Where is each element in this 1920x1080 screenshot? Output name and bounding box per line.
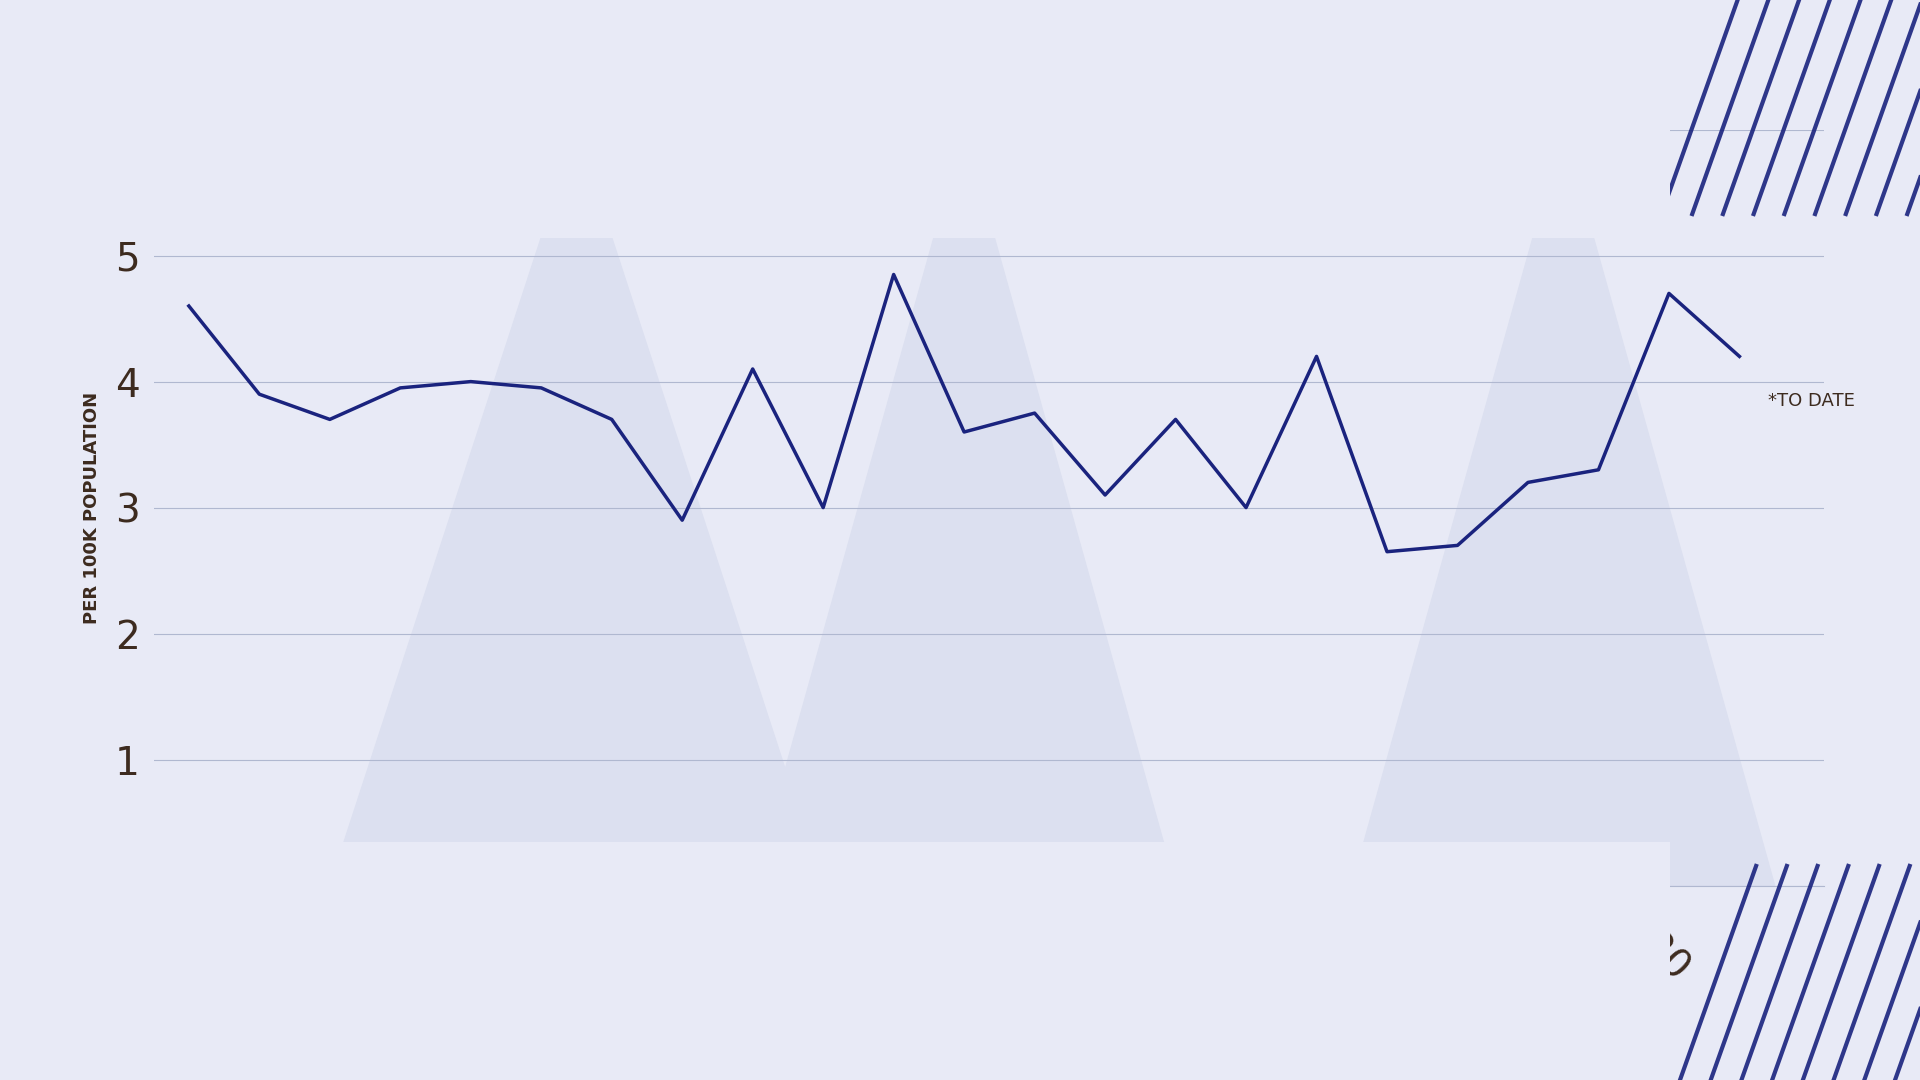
- Y-axis label: PER 100K POPULATION: PER 100K POPULATION: [83, 392, 102, 623]
- Text: AUSTIN HOMICIDE RATE: AUSTIN HOMICIDE RATE: [622, 39, 1256, 84]
- Polygon shape: [330, 130, 824, 886]
- FancyBboxPatch shape: [0, 880, 259, 1080]
- FancyBboxPatch shape: [0, 842, 1670, 1080]
- FancyBboxPatch shape: [0, 0, 1670, 238]
- Text: *TO DATE: *TO DATE: [1768, 392, 1855, 409]
- Polygon shape: [1352, 130, 1774, 886]
- Polygon shape: [753, 130, 1175, 886]
- Text: Source: FBI Uniform Crime Reporting, Texas DPS,
APD, City of Austin population e: Source: FBI Uniform Crime Reporting, Tex…: [77, 32, 518, 71]
